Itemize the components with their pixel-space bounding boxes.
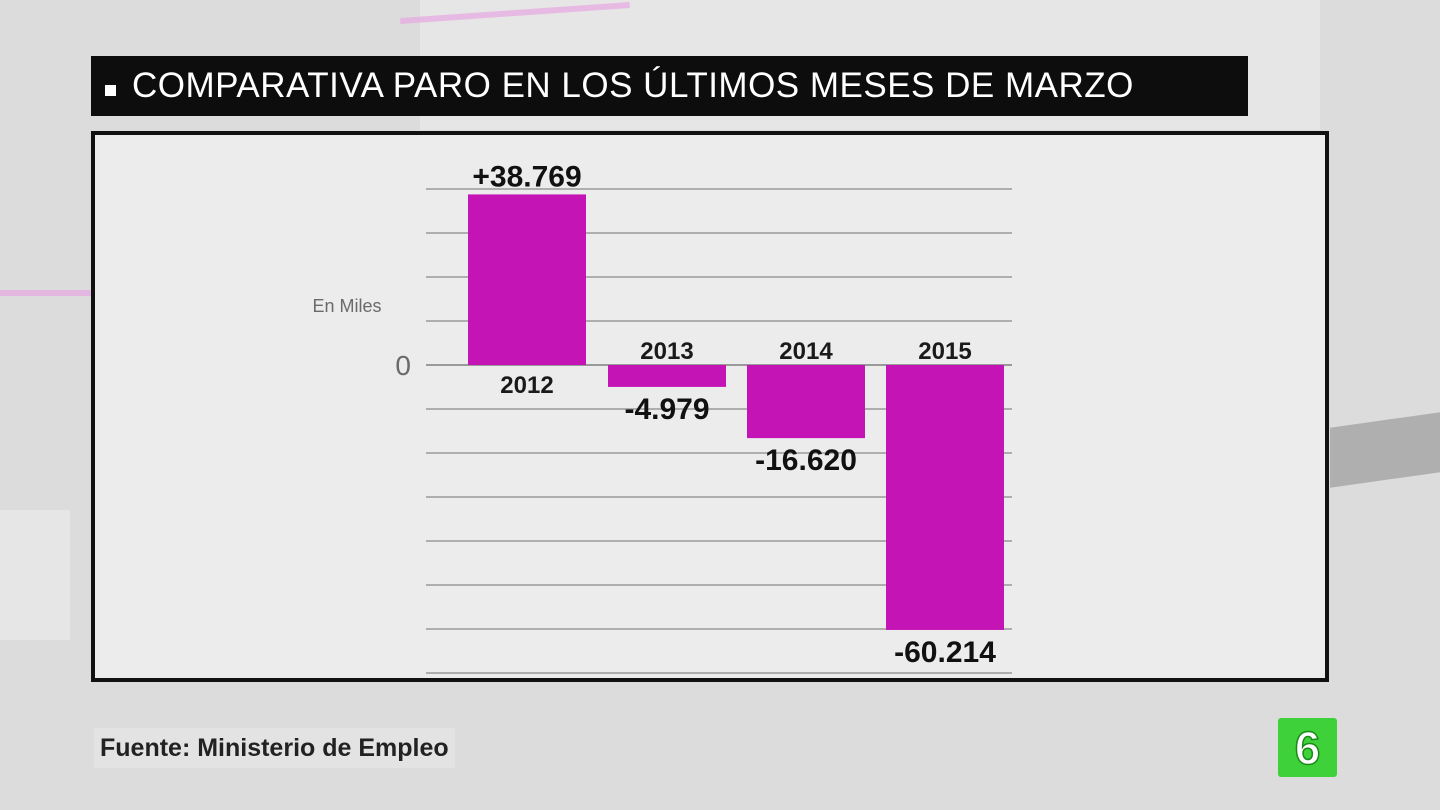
chart-title: COMPARATIVA PARO EN LOS ÚLTIMOS MESES DE… bbox=[132, 66, 1134, 105]
channel-logo: 6 bbox=[1278, 718, 1337, 777]
logo-glyph: 6 bbox=[1295, 722, 1321, 774]
bullet-icon bbox=[105, 84, 116, 96]
bars bbox=[468, 194, 1004, 630]
category-label: 2014 bbox=[779, 338, 833, 365]
labels: 0 En Miles 2012 +38.769 2013 -4.979 2014 -16.62… bbox=[312, 160, 996, 669]
bar bbox=[886, 365, 1004, 630]
category-label: 2012 bbox=[500, 372, 553, 399]
bar bbox=[468, 194, 586, 365]
background-stripe bbox=[0, 290, 95, 296]
unit-label: En Miles bbox=[312, 296, 381, 316]
data-label: +38.769 bbox=[472, 160, 581, 193]
la-sexta-logo-icon: 6 bbox=[1294, 721, 1321, 775]
bar bbox=[608, 365, 726, 387]
category-label: 2015 bbox=[918, 338, 971, 365]
source-caption: Fuente: Ministerio de Empleo bbox=[94, 728, 455, 768]
data-label: -16.620 bbox=[755, 444, 857, 477]
category-label: 2013 bbox=[640, 338, 693, 365]
background-panel bbox=[0, 510, 70, 640]
title-bar: COMPARATIVA PARO EN LOS ÚLTIMOS MESES DE… bbox=[91, 56, 1248, 116]
data-label: -60.214 bbox=[894, 636, 996, 669]
data-label: -4.979 bbox=[624, 393, 709, 426]
zero-tick-label: 0 bbox=[395, 350, 411, 381]
bar bbox=[747, 365, 865, 439]
chart-panel: 0 En Miles 2012 +38.769 2013 -4.979 2014 -16.62… bbox=[91, 131, 1329, 682]
background-shape bbox=[1330, 412, 1440, 488]
bar-chart: 0 En Miles 2012 +38.769 2013 -4.979 2014 -16.62… bbox=[312, 160, 1012, 674]
